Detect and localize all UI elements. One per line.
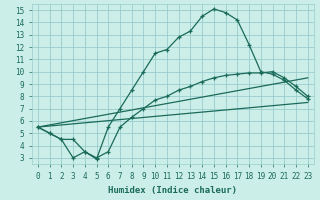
X-axis label: Humidex (Indice chaleur): Humidex (Indice chaleur) (108, 186, 237, 195)
